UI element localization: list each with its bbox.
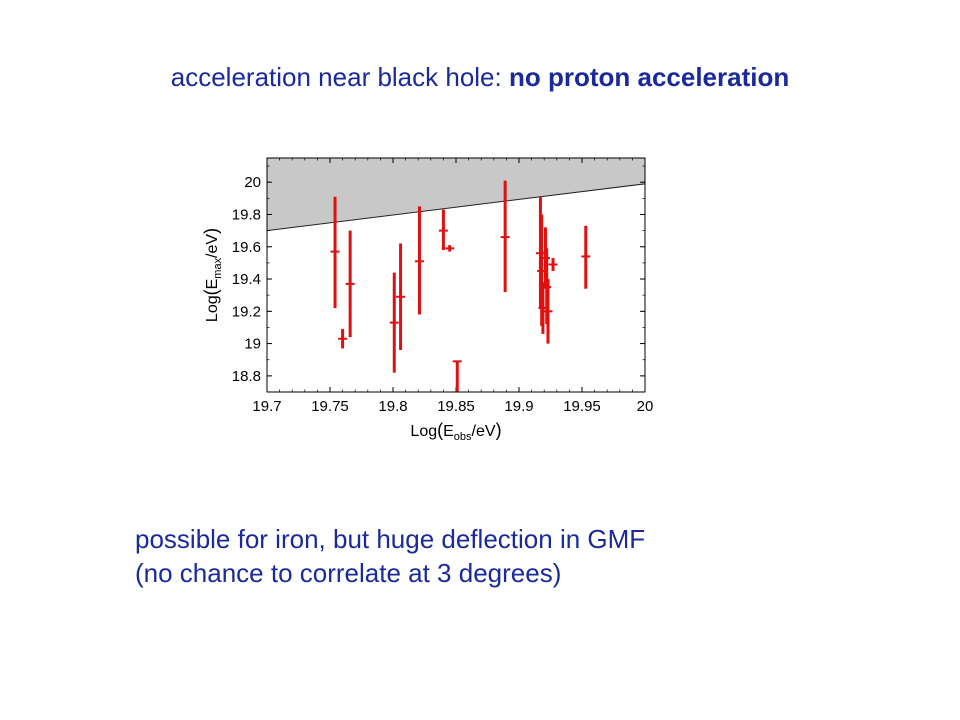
emax-chart: 19.7 19.75 19.8 19.85 19.9 19.95 20 18.8 19 19.2… (195, 145, 675, 455)
y-tick-label: 19 (244, 336, 261, 353)
x-tick-label: 19.95 (563, 398, 601, 415)
y-axis-label-main: Log (204, 295, 221, 322)
data-point (452, 360, 462, 392)
data-point (543, 279, 553, 344)
x-tick-label: 19.75 (311, 398, 349, 415)
slide-title-bold: no proton acceleration (508, 62, 790, 92)
data-point (396, 243, 406, 351)
y-tick-label: 18.8 (232, 368, 261, 385)
slide-title: acceleration near black hole: no proton … (0, 62, 960, 93)
y-tick-label: 19.8 (232, 206, 261, 223)
x-axis-label: Log(Eobs/eV) (410, 420, 501, 443)
y-axis-label-sub: max (212, 257, 224, 278)
x-tick-label: 19.9 (504, 398, 533, 415)
note-line-2: (no chance to correlate at 3 degrees) (135, 558, 562, 588)
y-ticks: 18.8 19 19.2 19.4 19.6 19.8 20 (232, 165, 645, 393)
x-tick-label: 20 (637, 398, 654, 415)
data-point (445, 245, 455, 252)
y-tick-label: 20 (244, 174, 261, 191)
excluded-region (267, 158, 645, 231)
x-tick-label: 19.7 (252, 398, 281, 415)
data-point (389, 272, 399, 373)
data-point (438, 209, 448, 250)
x-axis-label-rest: /eV (472, 423, 496, 440)
slide-note: possible for iron, but huge deflection i… (135, 522, 645, 590)
data-point (330, 196, 340, 309)
data-point (338, 329, 348, 349)
data-point (414, 206, 424, 315)
x-axis-label-sub: obs (454, 431, 472, 443)
y-tick-label: 19.2 (232, 303, 261, 320)
y-axis-label-rest: /eV (204, 234, 221, 258)
x-axis-label-main: Log (410, 423, 437, 440)
x-tick-label: 19.85 (437, 398, 475, 415)
plot-frame (266, 157, 646, 393)
data-point (548, 258, 558, 271)
data-point (500, 180, 510, 292)
data-points (330, 180, 591, 392)
boundary-line (266, 183, 646, 232)
slide-title-normal: acceleration near black hole: (170, 62, 509, 92)
note-line-1: possible for iron, but huge deflection i… (135, 524, 646, 554)
x-tick-label: 19.8 (378, 398, 407, 415)
y-tick-label: 19.6 (232, 239, 261, 256)
chart-svg: 19.7 19.75 19.8 19.85 19.9 19.95 20 18.8 19 19.2… (201, 157, 654, 443)
y-axis-label: Log(Emax/eV) (201, 228, 224, 322)
data-point (581, 225, 591, 289)
y-tick-label: 19.4 (232, 271, 261, 288)
data-point (345, 230, 355, 338)
